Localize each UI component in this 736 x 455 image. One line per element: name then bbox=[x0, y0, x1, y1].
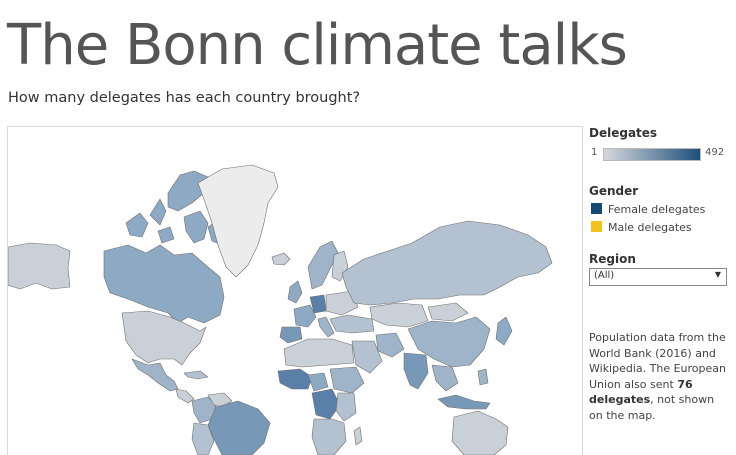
map-country-canada[interactable] bbox=[103, 244, 225, 324]
map-country-balkans-turkey[interactable] bbox=[329, 314, 375, 334]
map-country-brazil[interactable] bbox=[207, 400, 271, 455]
map-country-dr-congo[interactable] bbox=[311, 388, 341, 420]
page-subtitle: How many delegates has each country brou… bbox=[8, 90, 361, 106]
map-country-australia[interactable] bbox=[451, 410, 509, 455]
map-country-japan[interactable] bbox=[495, 316, 513, 346]
scale-max-label: 492 bbox=[705, 147, 725, 158]
map-country-usa[interactable] bbox=[121, 310, 207, 366]
scale-gradient-bar bbox=[603, 148, 701, 161]
map-country-china[interactable] bbox=[407, 316, 491, 368]
map-country-peru[interactable] bbox=[191, 422, 215, 455]
map-country-cuba[interactable] bbox=[183, 370, 209, 380]
map-country-russia[interactable] bbox=[341, 220, 553, 306]
map-country-west-africa[interactable] bbox=[277, 368, 313, 390]
map-country-east-africa[interactable] bbox=[335, 392, 357, 422]
map-country-spain[interactable] bbox=[279, 326, 303, 344]
map-country-nigeria[interactable] bbox=[307, 372, 329, 392]
map-country-iceland[interactable] bbox=[271, 252, 291, 266]
map-country-north-africa[interactable] bbox=[283, 338, 355, 368]
map-country-southeast-asia[interactable] bbox=[431, 364, 459, 392]
source-note: Population data from the World Bank (201… bbox=[589, 330, 731, 423]
map-country-alaska[interactable] bbox=[8, 242, 71, 290]
map-country-indonesia[interactable] bbox=[437, 394, 491, 410]
legend-item-label: Male delegates bbox=[608, 221, 692, 234]
map-country-philippines[interactable] bbox=[477, 368, 489, 386]
region-filter-title: Region bbox=[589, 252, 636, 266]
page-title: The Bonn climate talks bbox=[7, 13, 628, 78]
map-country-italy[interactable] bbox=[317, 316, 335, 338]
dropdown-caret-icon: ▼ bbox=[714, 270, 721, 279]
legend-item-label: Female delegates bbox=[608, 203, 706, 216]
map-country-central-america[interactable] bbox=[175, 388, 195, 404]
map-country-greenland bbox=[197, 164, 279, 278]
map-country-kazakhstan[interactable] bbox=[369, 302, 429, 328]
scale-min-label: 1 bbox=[591, 147, 598, 158]
region-selected-value: (All) bbox=[594, 270, 615, 281]
map-country-mongolia[interactable] bbox=[427, 302, 469, 322]
map-country-sudan-ethiopia[interactable] bbox=[329, 366, 365, 394]
map-country-saudi-arabia[interactable] bbox=[351, 340, 383, 374]
male-swatch bbox=[591, 221, 602, 232]
note-bold-text: 76 delegates bbox=[589, 377, 693, 407]
map-country-france[interactable] bbox=[293, 304, 317, 328]
map-country-poland-ukraine[interactable] bbox=[325, 290, 359, 316]
world-map[interactable] bbox=[7, 126, 583, 455]
gender-legend-title: Gender bbox=[589, 184, 639, 198]
map-country-madagascar[interactable] bbox=[353, 426, 363, 446]
legend-item-female[interactable]: Female delegates bbox=[591, 203, 705, 216]
note-text-end: , not shown on the map. bbox=[589, 393, 715, 422]
delegates-color-scale: 1 492 bbox=[589, 146, 729, 162]
map-country-southern-africa[interactable] bbox=[311, 418, 347, 455]
female-swatch bbox=[591, 203, 602, 214]
map-country-india[interactable] bbox=[403, 352, 429, 390]
map-country-mexico[interactable] bbox=[131, 358, 179, 392]
region-dropdown[interactable]: (All) ▼ bbox=[589, 268, 727, 286]
note-text: Population data from the World Bank (201… bbox=[589, 331, 726, 391]
map-legend: Delegates 1 492 Gender Female delegates … bbox=[589, 126, 729, 286]
map-country-uk[interactable] bbox=[287, 280, 303, 304]
map-country-iran[interactable] bbox=[375, 332, 405, 358]
legend-item-male[interactable]: Male delegates bbox=[591, 221, 692, 234]
delegates-legend-title: Delegates bbox=[589, 126, 658, 140]
